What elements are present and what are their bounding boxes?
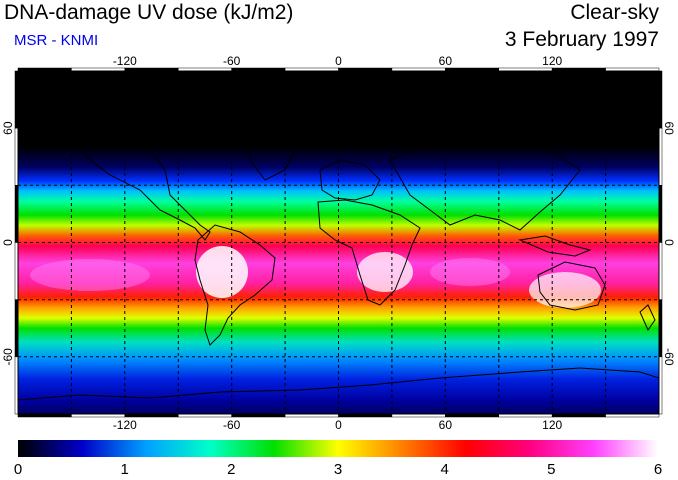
lat-tick-label-left: 60 [1, 121, 15, 135]
sky-condition: Clear-sky [570, 1, 659, 24]
south-america-hotspot [196, 246, 248, 298]
australia-hotspot [529, 272, 601, 308]
map-border [17, 70, 660, 415]
europe-coast [319, 159, 381, 201]
lon-tick-label-top: 120 [542, 54, 562, 68]
indonesia-coast [518, 235, 592, 257]
coastlines [18, 117, 659, 401]
antarctica-coast [18, 367, 659, 401]
axis-tick-labels: -120 -120 -60 -60 0 0 60 60 120 120 60 60 0 0 -60 -60 [1, 54, 676, 432]
lat-tick-label-left: 0 [1, 239, 15, 246]
colorbar-tick-label: 3 [334, 461, 342, 478]
map-frame [14, 67, 663, 418]
colorbar-tick-label: 0 [14, 461, 22, 478]
map-date: 3 February 1997 [504, 28, 659, 51]
lon-tick-label-bottom: -60 [223, 418, 241, 432]
map-title: DNA-damage UV dose (kJ/m2) [4, 1, 294, 24]
africa-coast [317, 199, 421, 306]
colorbar-labels: 0 1 2 3 4 5 6 [14, 461, 662, 478]
lat-tick-label-right: 60 [662, 121, 676, 135]
lon-tick-label-top: 0 [335, 54, 342, 68]
colorbar-tick-label: 6 [654, 461, 662, 478]
africa-hotspot [357, 252, 413, 292]
uv-hotspots [30, 246, 601, 308]
lat-tick-label-right: -60 [662, 348, 676, 366]
asia-coast [389, 134, 581, 231]
lon-tick-label-bottom: 0 [335, 418, 342, 432]
colorbar [18, 440, 658, 457]
lon-tick-label-top: 60 [439, 54, 453, 68]
lon-tick-label-bottom: 60 [439, 418, 453, 432]
lat-tick-label-right: 0 [662, 239, 676, 246]
colorbar-tick-label: 5 [547, 461, 555, 478]
colorbar-tick-label: 1 [120, 461, 128, 478]
south-america-coast [194, 224, 276, 346]
lon-tick-label-bottom: 120 [542, 418, 562, 432]
lon-tick-label-top: -120 [113, 54, 137, 68]
gridlines [18, 71, 659, 414]
new-zealand-coast [639, 304, 656, 332]
lon-tick-label-top: -60 [223, 54, 241, 68]
lat-tick-label-left: -60 [1, 348, 15, 366]
colorbar-tick-label: 4 [440, 461, 448, 478]
source-label: MSR - KNMI [14, 32, 99, 49]
north-america-coast [68, 134, 211, 241]
pacific-hotspot [30, 259, 150, 291]
indian-ocean-hotspot [430, 258, 510, 286]
lon-tick-label-bottom: -120 [113, 418, 137, 432]
colorbar-tick-label: 2 [227, 461, 235, 478]
australia-coast [537, 261, 606, 311]
